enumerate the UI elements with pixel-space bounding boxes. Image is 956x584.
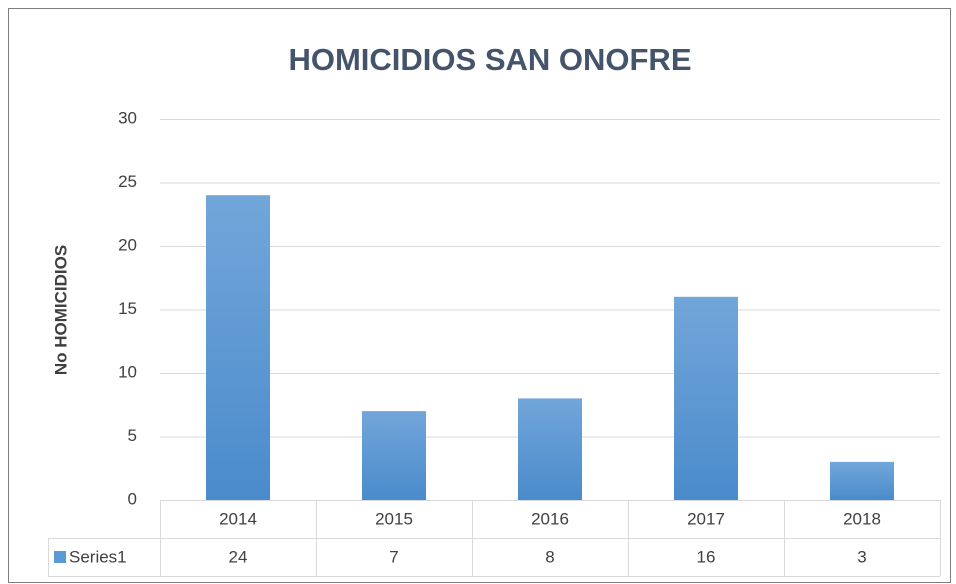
x-tick-label: 2016 bbox=[531, 509, 569, 528]
bar bbox=[674, 296, 738, 500]
x-tick-label: 2015 bbox=[375, 509, 413, 528]
chart-title: HOMICIDIOS SAN ONOFRE bbox=[288, 42, 691, 77]
y-tick-label: 30 bbox=[118, 108, 137, 127]
x-tick-label: 2014 bbox=[219, 509, 257, 528]
y-tick-label: 20 bbox=[118, 235, 137, 254]
table-value: 16 bbox=[697, 547, 716, 566]
x-tick-label: 2017 bbox=[687, 509, 725, 528]
y-tick-label: 25 bbox=[118, 172, 137, 191]
table-value: 24 bbox=[229, 547, 248, 566]
legend-key bbox=[54, 551, 66, 563]
table-value: 3 bbox=[857, 547, 866, 566]
bar bbox=[206, 195, 270, 500]
table-value: 8 bbox=[545, 547, 554, 566]
y-tick-label: 10 bbox=[118, 362, 137, 381]
bar bbox=[362, 411, 426, 500]
y-tick-label: 0 bbox=[128, 489, 137, 508]
x-tick-label: 2018 bbox=[843, 509, 881, 528]
y-tick-label: 5 bbox=[128, 426, 137, 445]
legend-label: Series1 bbox=[69, 547, 127, 566]
y-axis-label: No HOMICIDIOS bbox=[51, 245, 70, 375]
y-tick-label: 15 bbox=[118, 299, 137, 318]
chart-frame bbox=[8, 8, 951, 583]
bar bbox=[830, 461, 894, 500]
bar bbox=[518, 398, 582, 500]
table-value: 7 bbox=[389, 547, 398, 566]
